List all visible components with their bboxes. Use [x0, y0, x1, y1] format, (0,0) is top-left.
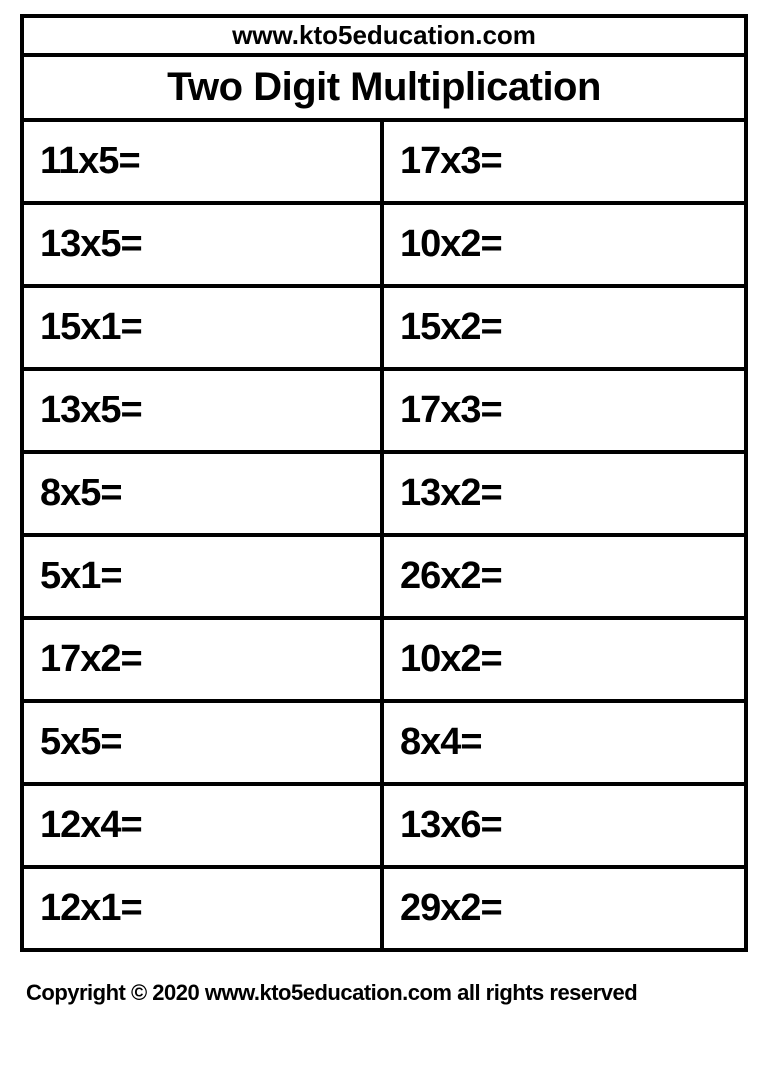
- problem-cell: 17x3=: [384, 122, 744, 205]
- problem-cell: 26x2=: [384, 537, 744, 620]
- problem-cell: 29x2=: [384, 869, 744, 948]
- problem-cell: 10x2=: [384, 205, 744, 288]
- problem-cell: 12x1=: [24, 869, 384, 948]
- problems-grid: 11x5= 17x3= 13x5= 10x2= 15x1= 15x2= 13x5…: [24, 122, 744, 948]
- worksheet-table: www.kto5education.com Two Digit Multipli…: [20, 14, 748, 952]
- problem-cell: 5x5=: [24, 703, 384, 786]
- problem-cell: 13x5=: [24, 205, 384, 288]
- problem-cell: 13x2=: [384, 454, 744, 537]
- problem-cell: 17x3=: [384, 371, 744, 454]
- problem-cell: 15x2=: [384, 288, 744, 371]
- problem-cell: 15x1=: [24, 288, 384, 371]
- problem-cell: 5x1=: [24, 537, 384, 620]
- header-url: www.kto5education.com: [24, 18, 744, 57]
- problem-cell: 10x2=: [384, 620, 744, 703]
- worksheet-title: Two Digit Multiplication: [24, 57, 744, 122]
- problem-cell: 13x5=: [24, 371, 384, 454]
- problem-cell: 8x4=: [384, 703, 744, 786]
- problem-cell: 17x2=: [24, 620, 384, 703]
- problem-cell: 13x6=: [384, 786, 744, 869]
- problem-cell: 12x4=: [24, 786, 384, 869]
- problem-cell: 8x5=: [24, 454, 384, 537]
- copyright-footer: Copyright © 2020 www.kto5education.com a…: [20, 952, 748, 1006]
- problem-cell: 11x5=: [24, 122, 384, 205]
